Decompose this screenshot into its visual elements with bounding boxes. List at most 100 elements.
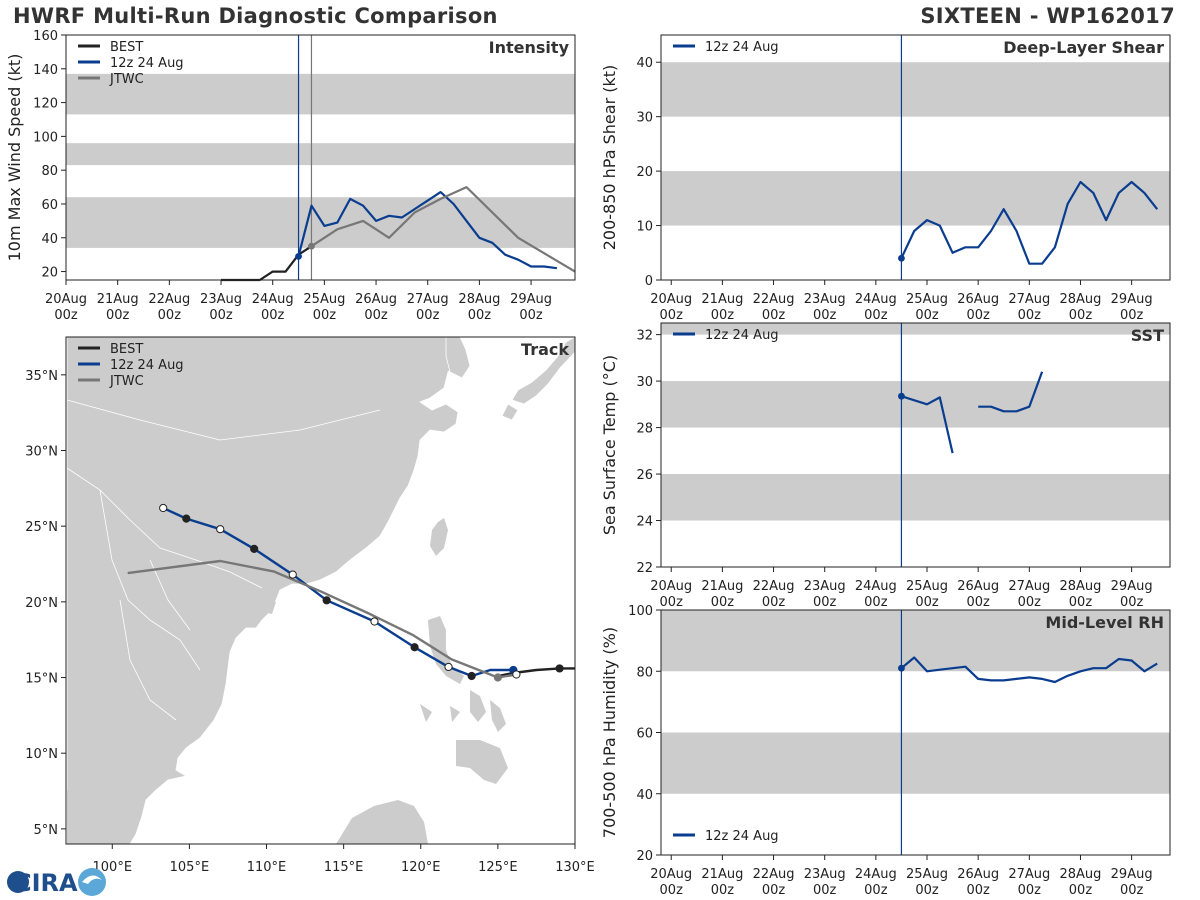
init-marker xyxy=(898,254,905,262)
legend-label: 12z 24 Aug xyxy=(110,358,184,373)
logo-text: CIRA xyxy=(14,869,78,897)
track-line-jtwc xyxy=(127,559,517,679)
shaded-band xyxy=(661,474,1170,521)
x-tick-label-hour: 00z xyxy=(966,595,990,610)
logo-swirl xyxy=(78,868,106,896)
init-marker xyxy=(308,242,315,250)
axes-frame xyxy=(65,34,576,281)
panel-title: SST xyxy=(1131,326,1164,345)
x-tick-label-hour: 00z xyxy=(711,308,735,323)
border-line xyxy=(66,399,381,441)
border-line xyxy=(149,559,191,631)
y-tick-label: 140 xyxy=(33,63,58,78)
x-tick-label-hour: 00z xyxy=(660,595,684,610)
y-tick-label: 35°N xyxy=(25,369,58,384)
y-tick-label: 25°N xyxy=(25,520,58,535)
y-axis-label: 10m Max Wind Speed (kt) xyxy=(5,54,24,262)
track-point xyxy=(410,643,419,652)
track-point xyxy=(288,570,297,579)
y-tick-label: 120 xyxy=(33,97,58,112)
y-tick-label: 0 xyxy=(645,274,653,289)
y-tick-label: 28 xyxy=(636,422,653,437)
taiwan-island xyxy=(430,518,448,556)
x-tick-label-hour: 00z xyxy=(1018,308,1042,323)
x-tick-label: 130°E xyxy=(555,860,595,875)
x-tick-label-date: 25Aug xyxy=(906,867,948,882)
track-point xyxy=(512,670,521,679)
x-tick-label-hour: 00z xyxy=(1120,883,1144,898)
legend-label: 12z 24 Aug xyxy=(705,829,779,844)
init-marker xyxy=(898,664,905,672)
y-tick-label: 160 xyxy=(33,29,58,44)
y-tick-label: 40 xyxy=(636,56,653,71)
track-point xyxy=(322,596,331,605)
x-tick-label-date: 25Aug xyxy=(906,579,948,594)
asia-mainland xyxy=(66,336,463,845)
border-line xyxy=(99,489,201,671)
x-tick-label-date: 29Aug xyxy=(1111,292,1153,307)
shaded-band xyxy=(661,62,1170,117)
legend-label: JTWC xyxy=(109,374,144,389)
x-tick-label-hour: 00z xyxy=(813,308,837,323)
series-line-jtwc xyxy=(310,186,576,273)
x-tick-label-date: 20Aug xyxy=(650,579,692,594)
x-tick-label-hour: 00z xyxy=(364,308,388,323)
panel-title: Deep-Layer Shear xyxy=(1003,38,1164,57)
border-line xyxy=(119,599,177,721)
series-line-12z-24-aug xyxy=(297,191,558,270)
x-tick-label-hour: 00z xyxy=(864,595,888,610)
shaded-band xyxy=(661,610,1170,672)
x-tick-label-date: 22Aug xyxy=(753,292,795,307)
x-tick-label-date: 22Aug xyxy=(753,867,795,882)
x-tick-label-date: 21Aug xyxy=(701,292,743,307)
x-tick-label-date: 26Aug xyxy=(957,292,999,307)
track-point xyxy=(444,662,453,672)
shaded-band xyxy=(661,732,1170,794)
x-tick-label-hour: 00z xyxy=(762,308,786,323)
x-tick-label-date: 27Aug xyxy=(1008,579,1050,594)
x-tick-label-date: 27Aug xyxy=(1008,292,1050,307)
intensity-panel: 2040608010012014016020Aug00z21Aug00z22Au… xyxy=(5,29,576,323)
y-tick-label: 30°N xyxy=(25,445,58,460)
axes-frame xyxy=(660,322,1171,568)
x-tick-label: 115°E xyxy=(324,860,364,875)
y-tick-label: 80 xyxy=(41,164,58,179)
x-tick-label-hour: 00z xyxy=(711,883,735,898)
x-tick-label-date: 23Aug xyxy=(200,292,242,307)
init-marker xyxy=(898,392,905,400)
y-axis-label: 200-850 hPa Shear (kt) xyxy=(600,65,619,251)
track-point xyxy=(216,525,225,534)
y-tick-label: 24 xyxy=(636,515,653,530)
x-tick-label-date: 21Aug xyxy=(701,867,743,882)
cira-logo-icon: CIRA xyxy=(7,868,106,897)
y-axis-label: 700-500 hPa Humidity (%) xyxy=(600,627,619,838)
y-tick-label: 22 xyxy=(636,561,653,576)
x-tick-label-hour: 00z xyxy=(209,308,233,323)
track-point xyxy=(493,673,502,682)
x-tick-label-hour: 00z xyxy=(813,595,837,610)
x-tick-label-date: 26Aug xyxy=(957,867,999,882)
track-point xyxy=(159,503,168,513)
y-axis-label: Sea Surface Temp (°C) xyxy=(600,355,619,535)
x-tick-label-hour: 00z xyxy=(966,883,990,898)
shaded-band xyxy=(661,323,1170,335)
x-tick-label-hour: 00z xyxy=(416,308,440,323)
x-tick-label-hour: 00z xyxy=(762,595,786,610)
x-tick-label-hour: 00z xyxy=(1069,595,1093,610)
x-tick-label-date: 25Aug xyxy=(906,292,948,307)
x-tick-label-date: 23Aug xyxy=(804,292,846,307)
x-tick-label-hour: 00z xyxy=(313,308,337,323)
x-tick-label-hour: 00z xyxy=(660,883,684,898)
x-tick-label-hour: 00z xyxy=(660,308,684,323)
x-tick-label-date: 20Aug xyxy=(650,292,692,307)
x-tick-label-date: 28Aug xyxy=(1060,867,1102,882)
track-panel: 100°E 105°E 110°E 115°E 120°E 125°E 130°E 5°N 10… xyxy=(25,336,595,875)
y-tick-label: 80 xyxy=(636,665,653,680)
x-tick-label-date: 24Aug xyxy=(855,579,897,594)
x-tick-label-hour: 00z xyxy=(519,308,543,323)
legend-label: BEST xyxy=(110,342,143,357)
x-tick-label-hour: 00z xyxy=(1120,595,1144,610)
x-tick-label: 105°E xyxy=(170,860,210,875)
shaded-band xyxy=(661,381,1170,428)
legend-label: JTWC xyxy=(109,72,144,87)
